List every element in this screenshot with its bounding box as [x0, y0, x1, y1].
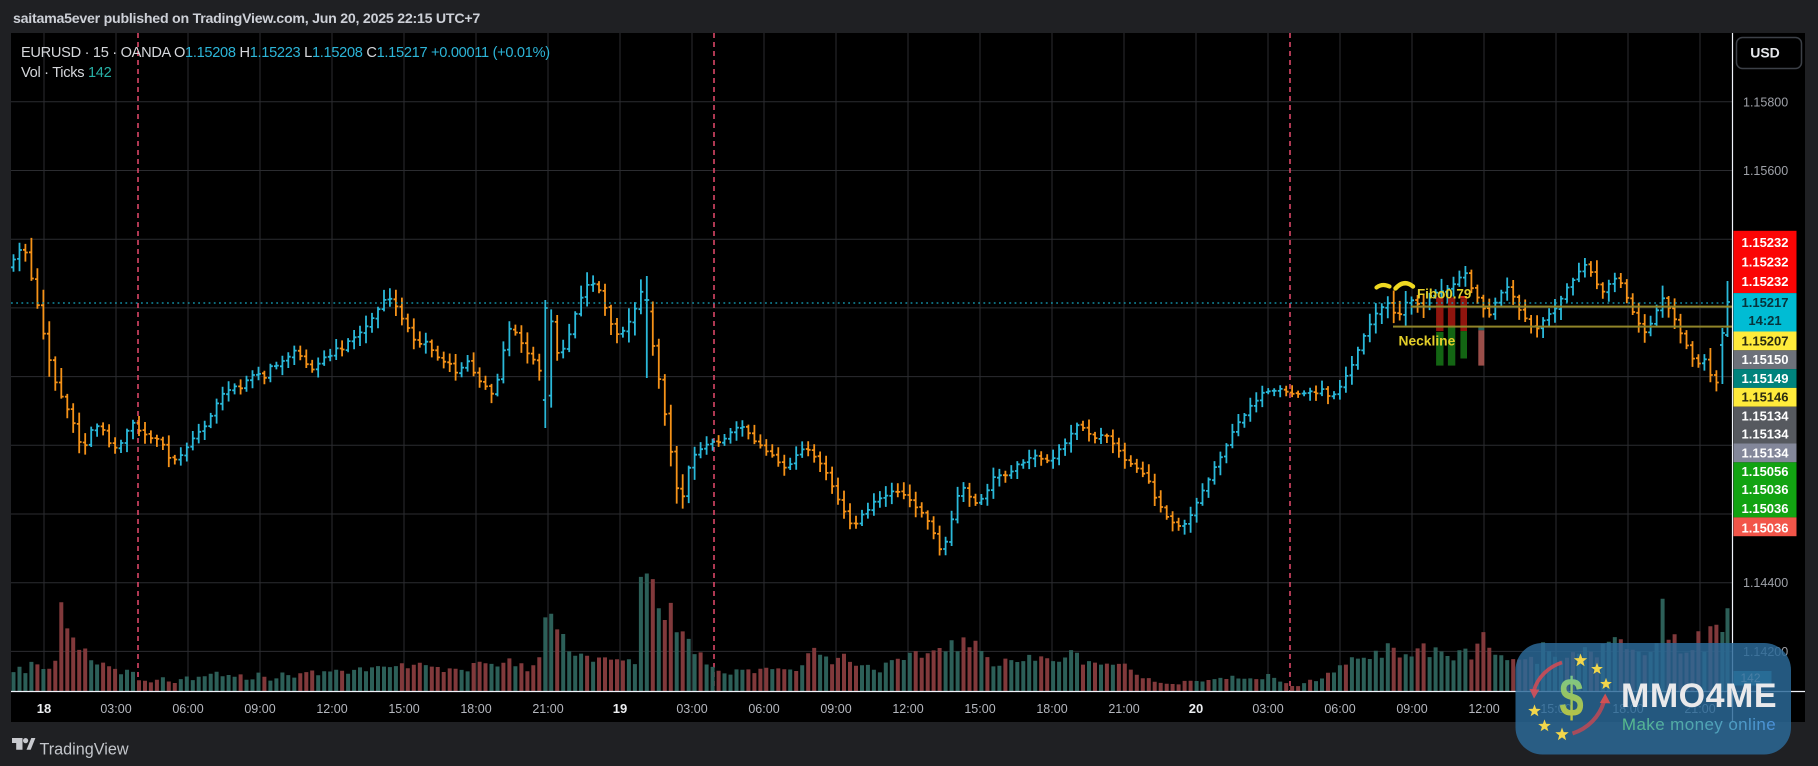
svg-text:18:00: 18:00 [460, 702, 491, 716]
svg-text:1.15134: 1.15134 [1742, 409, 1790, 424]
svg-text:$: $ [1559, 667, 1583, 729]
svg-text:1.15232: 1.15232 [1742, 254, 1789, 269]
svg-text:1.15600: 1.15600 [1743, 164, 1788, 178]
svg-text:15:00: 15:00 [388, 702, 419, 716]
svg-text:1.15232: 1.15232 [1742, 274, 1789, 289]
svg-text:Make money online: Make money online [1622, 715, 1776, 734]
svg-text:1.15150: 1.15150 [1742, 352, 1789, 367]
svg-text:1.15134: 1.15134 [1742, 426, 1790, 441]
svg-text:1.15056: 1.15056 [1742, 464, 1789, 479]
svg-text:12:00: 12:00 [316, 702, 347, 716]
svg-text:14:21: 14:21 [1748, 313, 1781, 328]
svg-text:09:00: 09:00 [820, 702, 851, 716]
svg-text:1.14400: 1.14400 [1743, 576, 1788, 590]
svg-text:1.15207: 1.15207 [1742, 333, 1789, 348]
svg-text:15:00: 15:00 [964, 702, 995, 716]
svg-text:20: 20 [1189, 701, 1203, 716]
svg-text:12:00: 12:00 [1468, 702, 1499, 716]
svg-text:19: 19 [613, 701, 627, 716]
svg-text:03:00: 03:00 [676, 702, 707, 716]
svg-text:03:00: 03:00 [100, 702, 131, 716]
svg-text:06:00: 06:00 [172, 702, 203, 716]
svg-text:09:00: 09:00 [1396, 702, 1427, 716]
svg-text:21:00: 21:00 [1108, 702, 1139, 716]
svg-text:saitama5ever published on Trad: saitama5ever published on TradingView.co… [13, 11, 480, 27]
svg-text:EURUSD · 15 · OANDA O1.15208: EURUSD · 15 · OANDA O1.15208 H1.15223 L1… [21, 45, 550, 61]
svg-text:06:00: 06:00 [748, 702, 779, 716]
svg-text:21:00: 21:00 [532, 702, 563, 716]
svg-text:USD: USD [1750, 45, 1780, 61]
svg-text:Fibo0.79: Fibo0.79 [1417, 287, 1471, 302]
svg-text:12:00: 12:00 [892, 702, 923, 716]
svg-text:TradingView: TradingView [40, 741, 129, 759]
svg-text:1.15134: 1.15134 [1742, 445, 1790, 460]
svg-text:1.15036: 1.15036 [1742, 501, 1789, 516]
svg-text:03:00: 03:00 [1252, 702, 1283, 716]
svg-text:18:00: 18:00 [1036, 702, 1067, 716]
svg-text:1.15036: 1.15036 [1742, 482, 1789, 497]
svg-text:1.15232: 1.15232 [1742, 235, 1789, 250]
svg-text:1.15146: 1.15146 [1742, 390, 1789, 405]
svg-text:1.15217: 1.15217 [1742, 295, 1789, 310]
svg-text:1.15036: 1.15036 [1742, 520, 1789, 535]
svg-text:1.15149: 1.15149 [1742, 371, 1789, 386]
svg-text:Vol · Ticks 142: Vol · Ticks 142 [21, 65, 112, 81]
svg-text:MMO4ME: MMO4ME [1621, 677, 1777, 715]
svg-text:09:00: 09:00 [244, 702, 275, 716]
svg-text:Neckline: Neckline [1399, 334, 1456, 349]
svg-text:06:00: 06:00 [1324, 702, 1355, 716]
svg-text:1.15800: 1.15800 [1743, 95, 1788, 109]
svg-text:18: 18 [37, 701, 51, 716]
